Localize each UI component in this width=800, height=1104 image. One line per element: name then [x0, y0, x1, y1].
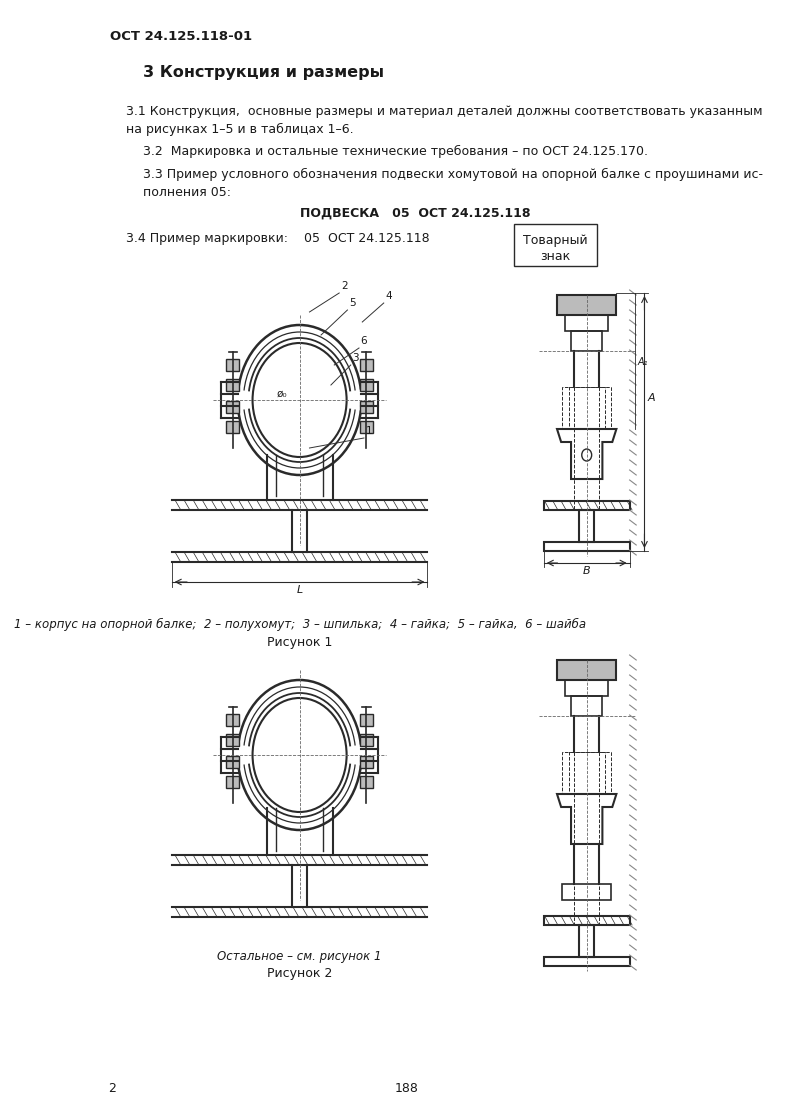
Text: 5: 5	[349, 298, 356, 308]
Bar	[562, 752, 611, 794]
Text: 3 Конструкция и размеры: 3 Конструкция и размеры	[143, 65, 384, 79]
Text: 2: 2	[108, 1082, 116, 1095]
Bar	[562, 884, 611, 900]
Text: A: A	[648, 393, 655, 403]
Bar	[360, 734, 373, 746]
Text: Товарный: Товарный	[523, 234, 588, 247]
Text: ОСТ 24.125.118-01: ОСТ 24.125.118-01	[110, 30, 252, 43]
Text: Рисунок 1: Рисунок 1	[267, 636, 332, 649]
Bar	[514, 224, 597, 266]
Bar	[360, 401, 373, 413]
Bar	[569, 752, 605, 794]
Bar	[360, 379, 373, 391]
Text: знак: знак	[540, 250, 570, 263]
Text: 1 – корпус на опорной балке;  2 – полухомут;  3 – шпилька;  4 – гайка;  5 – гайк: 1 – корпус на опорной балке; 2 – полухом…	[14, 618, 586, 631]
Text: 2: 2	[341, 282, 347, 291]
Text: 6: 6	[361, 336, 367, 346]
Text: 3.4 Пример маркировки:    05  ОСТ 24.125.118: 3.4 Пример маркировки: 05 ОСТ 24.125.118	[126, 232, 430, 245]
Text: L: L	[297, 585, 302, 595]
Bar	[569, 388, 605, 429]
Bar	[544, 916, 630, 925]
Text: Остальное – см. рисунок 1: Остальное – см. рисунок 1	[218, 951, 382, 963]
Text: 3.1 Конструкция,  основные размеры и материал деталей должны соответствовать ука: 3.1 Конструкция, основные размеры и мате…	[126, 105, 763, 136]
Bar	[579, 510, 594, 542]
Bar	[566, 315, 608, 331]
Text: 3.2  Маркировка и остальные технические требования – по ОСТ 24.125.170.: 3.2 Маркировка и остальные технические т…	[143, 145, 648, 158]
Bar	[562, 388, 611, 429]
Bar	[226, 756, 239, 768]
Bar	[544, 957, 630, 966]
Text: 3.3 Пример условного обозначения подвески хомутовой на опорной балке с проушинам: 3.3 Пример условного обозначения подвеск…	[143, 168, 763, 199]
Bar	[579, 925, 594, 957]
Bar	[360, 714, 373, 726]
Text: 3: 3	[352, 353, 359, 363]
Text: Рисунок 2: Рисунок 2	[267, 967, 332, 980]
Bar	[557, 660, 617, 680]
Bar	[360, 776, 373, 788]
Bar	[226, 776, 239, 788]
Bar	[360, 359, 373, 371]
Bar	[226, 379, 239, 391]
Bar	[557, 295, 617, 315]
Bar	[571, 331, 602, 351]
Text: ø₀: ø₀	[276, 389, 286, 399]
Bar	[226, 421, 239, 433]
Text: ПОДВЕСКА   05  ОСТ 24.125.118: ПОДВЕСКА 05 ОСТ 24.125.118	[299, 208, 530, 220]
Text: B: B	[583, 566, 590, 576]
Bar	[360, 421, 373, 433]
Bar	[226, 714, 239, 726]
Text: 188: 188	[395, 1082, 418, 1095]
Bar	[226, 401, 239, 413]
Bar	[226, 734, 239, 746]
Text: 1: 1	[366, 426, 372, 436]
Bar	[360, 756, 373, 768]
Bar	[566, 680, 608, 696]
Bar	[544, 501, 630, 510]
Bar	[226, 359, 239, 371]
Text: 4: 4	[386, 291, 392, 301]
Bar	[544, 542, 630, 551]
Bar	[571, 696, 602, 716]
Text: A₁: A₁	[637, 357, 647, 367]
